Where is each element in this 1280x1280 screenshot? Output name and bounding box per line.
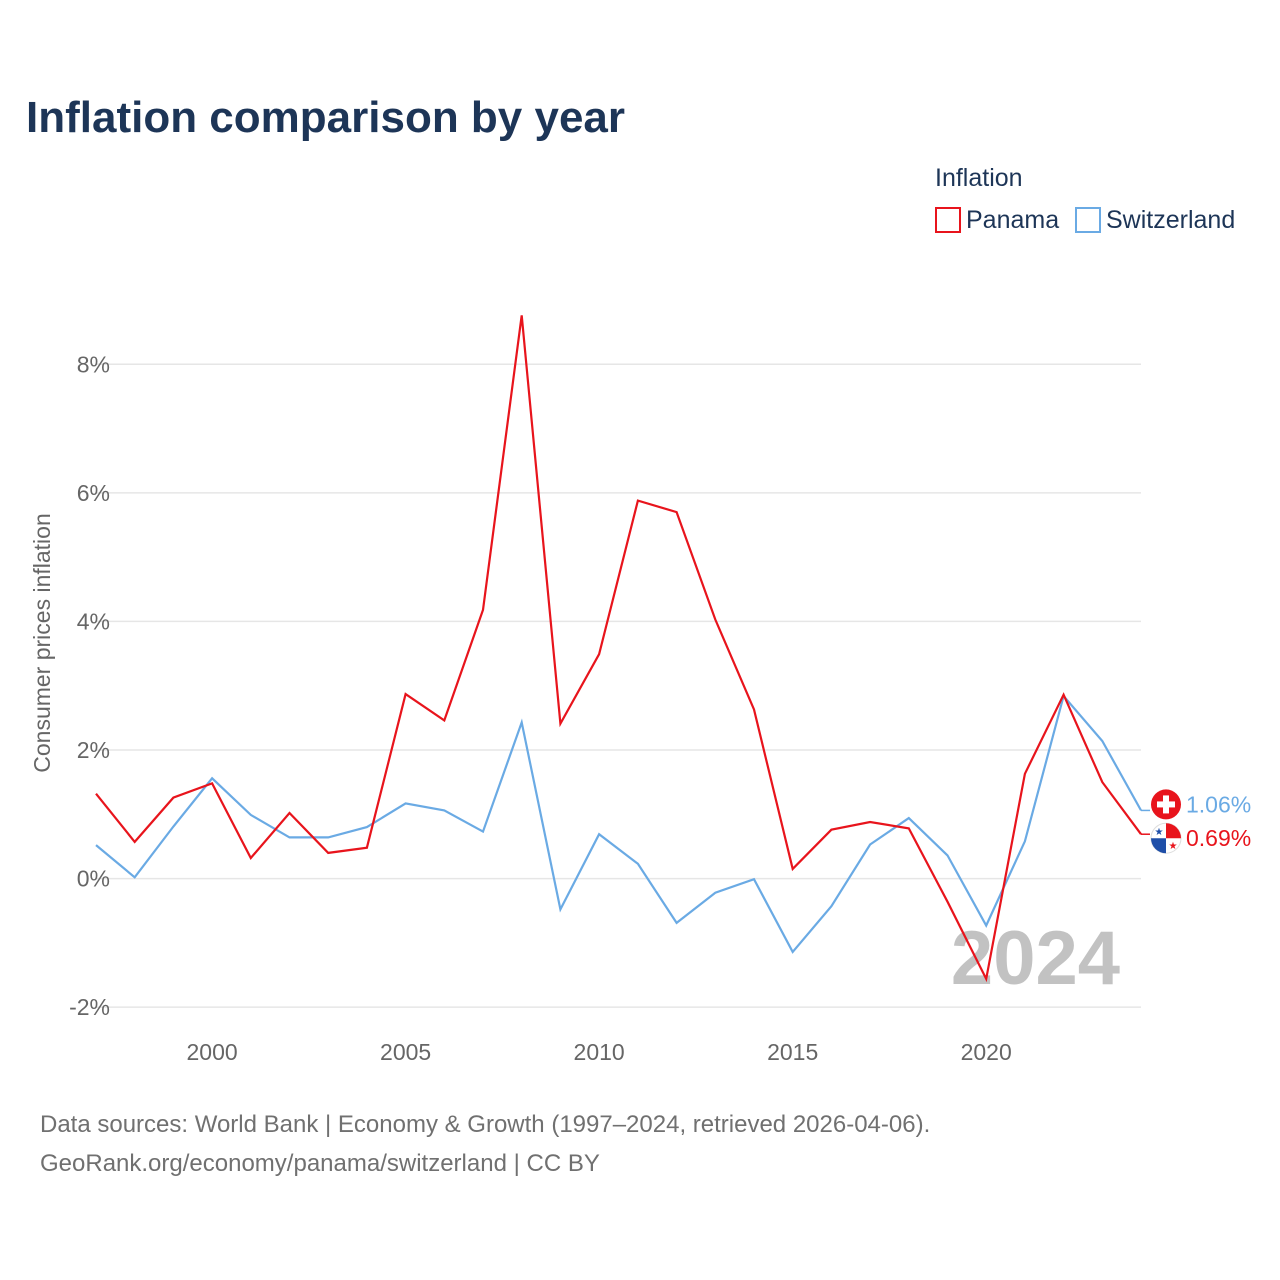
x-tick-label: 2000 [187, 1039, 238, 1065]
switzerland-end-label: 1.06% [1186, 791, 1251, 817]
gridlines [96, 363, 1141, 1008]
y-tick-label: 8% [77, 351, 110, 377]
y-axis-ticks: -2% 0% 2% 4% 6% 8% [69, 351, 110, 1020]
source-line-1: Data sources: World Bank | Economy & Gro… [40, 1111, 930, 1138]
y-tick-label: 0% [77, 866, 110, 892]
x-tick-label: 2015 [767, 1039, 818, 1065]
x-axis-ticks: 2000 2005 2010 2015 2020 [187, 1039, 1012, 1065]
x-tick-label: 2005 [380, 1039, 431, 1065]
y-tick-label: -2% [69, 994, 110, 1020]
switzerland-end-marker: 1.06% [1141, 789, 1251, 820]
panama-end-marker: ★ ★ 0.69% [1141, 822, 1251, 854]
legend-swatch-panama[interactable] [935, 207, 961, 233]
svg-text:★: ★ [1155, 827, 1164, 838]
legend-swatch-switzerland[interactable] [1075, 207, 1101, 233]
svg-text:★: ★ [1169, 841, 1178, 852]
panama-end-label: 0.69% [1186, 825, 1251, 851]
panama-flag-icon: ★ ★ [1150, 822, 1182, 854]
x-tick-label: 2020 [961, 1039, 1012, 1065]
year-watermark: 2024 [951, 916, 1120, 1001]
source-line-2[interactable]: GeoRank.org/economy/panama/switzerland |… [40, 1150, 600, 1177]
legend: Inflation Panama Switzerland [935, 164, 1235, 234]
switzerland-flag-icon [1151, 789, 1181, 820]
legend-label-panama[interactable]: Panama [966, 206, 1059, 234]
chart-title: Inflation comparison by year [26, 93, 625, 142]
series-line-panama[interactable] [95, 315, 1142, 983]
y-axis-label: Consumer prices inflation [29, 513, 55, 773]
x-tick-label: 2010 [574, 1039, 625, 1065]
y-tick-label: 2% [77, 737, 110, 763]
y-tick-label: 4% [77, 608, 110, 634]
series-lines [95, 315, 1142, 983]
legend-title: Inflation [935, 164, 1023, 192]
y-tick-label: 6% [77, 480, 110, 506]
legend-label-switzerland[interactable]: Switzerland [1106, 206, 1235, 234]
series-line-switzerland[interactable] [95, 693, 1142, 954]
